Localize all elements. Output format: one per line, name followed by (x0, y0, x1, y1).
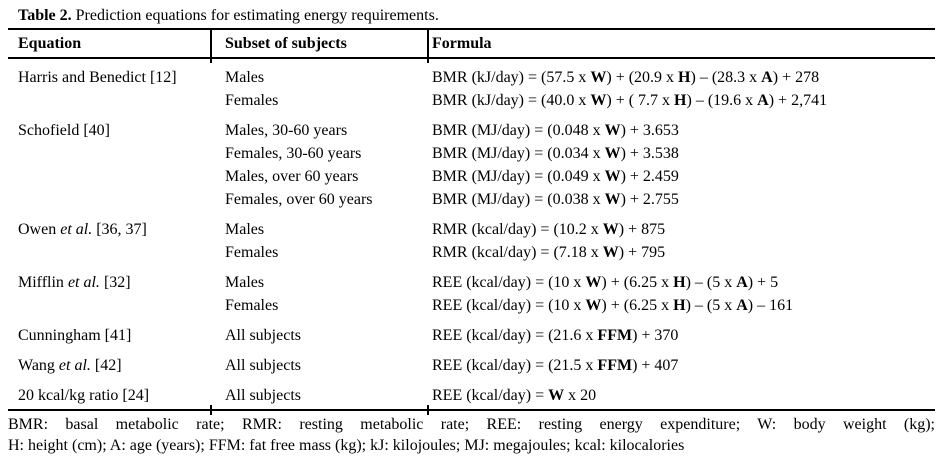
column-divider-tick (427, 405, 429, 415)
equation-name-cell: Mifflin et al. [32] (18, 274, 131, 291)
subset-cell: Males, 30-60 years (225, 122, 348, 139)
table-header-row: Equation Subset of subjects Formula (8, 28, 935, 59)
equation-name-cell: Schofield [40] (18, 122, 110, 139)
column-divider-tick (210, 405, 212, 415)
subset-cell: Males (225, 221, 265, 238)
subset-cell: Females (225, 297, 279, 314)
subset-cell: Males, over 60 years (225, 168, 359, 185)
subset-cell: Males (225, 274, 265, 291)
formula-cell: BMR (MJ/day) = (0.049 x W) + 2.459 (432, 168, 679, 185)
subset-cell: All subjects (225, 327, 301, 344)
column-header-formula: Formula (427, 30, 935, 57)
formula-cell: REE (kcal/day) = (10 x W) + (6.25 x H) –… (432, 274, 779, 291)
subset-cell: All subjects (225, 357, 301, 374)
equation-row-group: 20 kcal/kg ratio [24] All subjects REE (kc… (8, 384, 935, 407)
equation-row-group: Mifflin et al. [32] Males REE (kcal/day) =… (8, 271, 935, 317)
formula-cell: BMR (MJ/day) = (0.048 x W) + 3.653 (432, 122, 679, 139)
column-divider-tick (427, 59, 429, 63)
footnote-line: BMR: basal metabolic rate; RMR: resting … (8, 416, 935, 433)
table-caption: Table 2. Prediction equations for estima… (8, 0, 935, 28)
subset-cell: Males (225, 69, 265, 86)
table-body: Harris and Benedict [12] Males BMR (kJ/day… (8, 59, 935, 415)
formula-cell: REE (kcal/day) = (21.5 x FFM) + 407 (432, 357, 679, 374)
equation-name-cell: Cunningham [41] (18, 327, 132, 344)
equation-name-cell: Owen et al. [36, 37] (18, 221, 147, 238)
subset-cell: Females, 30-60 years (225, 145, 362, 162)
formula-cell: BMR (MJ/day) = (0.038 x W) + 2.755 (432, 191, 679, 208)
formula-cell: REE (kcal/day) = (10 x W) + (6.25 x H) –… (432, 297, 794, 314)
equation-row-group: Schofield [40] Males, 30-60 years BMR (MJ/… (8, 119, 935, 211)
footnote-line: H: height (cm); A: age (years); FFM: fat… (8, 437, 685, 454)
equation-row-group: Wang et al. [42] All subjects REE (kcal/da… (8, 354, 935, 377)
table-caption-text: Prediction equations for estimating ener… (71, 7, 439, 24)
formula-cell: RMR (kcal/day) = (7.18 x W) + 795 (432, 244, 666, 261)
formula-cell: BMR (MJ/day) = (0.034 x W) + 3.538 (432, 145, 679, 162)
formula-cell: BMR (kJ/day) = (40.0 x W) + ( 7.7 x H) –… (432, 92, 828, 109)
equation-row-group: Cunningham [41] All subjects REE (kcal/day… (8, 324, 935, 347)
formula-cell: REE (kcal/day) = W x 20 (432, 387, 597, 404)
column-divider-tick (210, 59, 212, 63)
subset-cell: Females, over 60 years (225, 191, 373, 208)
column-header-subset: Subset of subjects (210, 30, 427, 57)
equation-name-cell: Wang et al. [42] (18, 357, 122, 374)
equation-row-group: Owen et al. [36, 37] Males RMR (kcal/day) … (8, 218, 935, 264)
subset-cell: All subjects (225, 387, 301, 404)
equation-name-cell: Harris and Benedict [12] (18, 69, 177, 86)
table-caption-label: Table 2. (18, 7, 72, 24)
formula-cell: BMR (kJ/day) = (57.5 x W) + (20.9 x H) –… (432, 69, 820, 86)
formula-cell: RMR (kcal/day) = (10.2 x W) + 875 (432, 221, 666, 238)
subset-cell: Females (225, 92, 279, 109)
formula-cell: REE (kcal/day) = (21.6 x FFM) + 370 (432, 327, 679, 344)
subset-cell: Females (225, 244, 279, 261)
table-footnote: BMR: basal metabolic rate; RMR: resting … (8, 414, 935, 456)
column-header-equation: Equation (18, 35, 82, 52)
equation-row-group: Harris and Benedict [12] Males BMR (kJ/day… (8, 66, 935, 112)
equation-name-cell: 20 kcal/kg ratio [24] (18, 387, 150, 404)
